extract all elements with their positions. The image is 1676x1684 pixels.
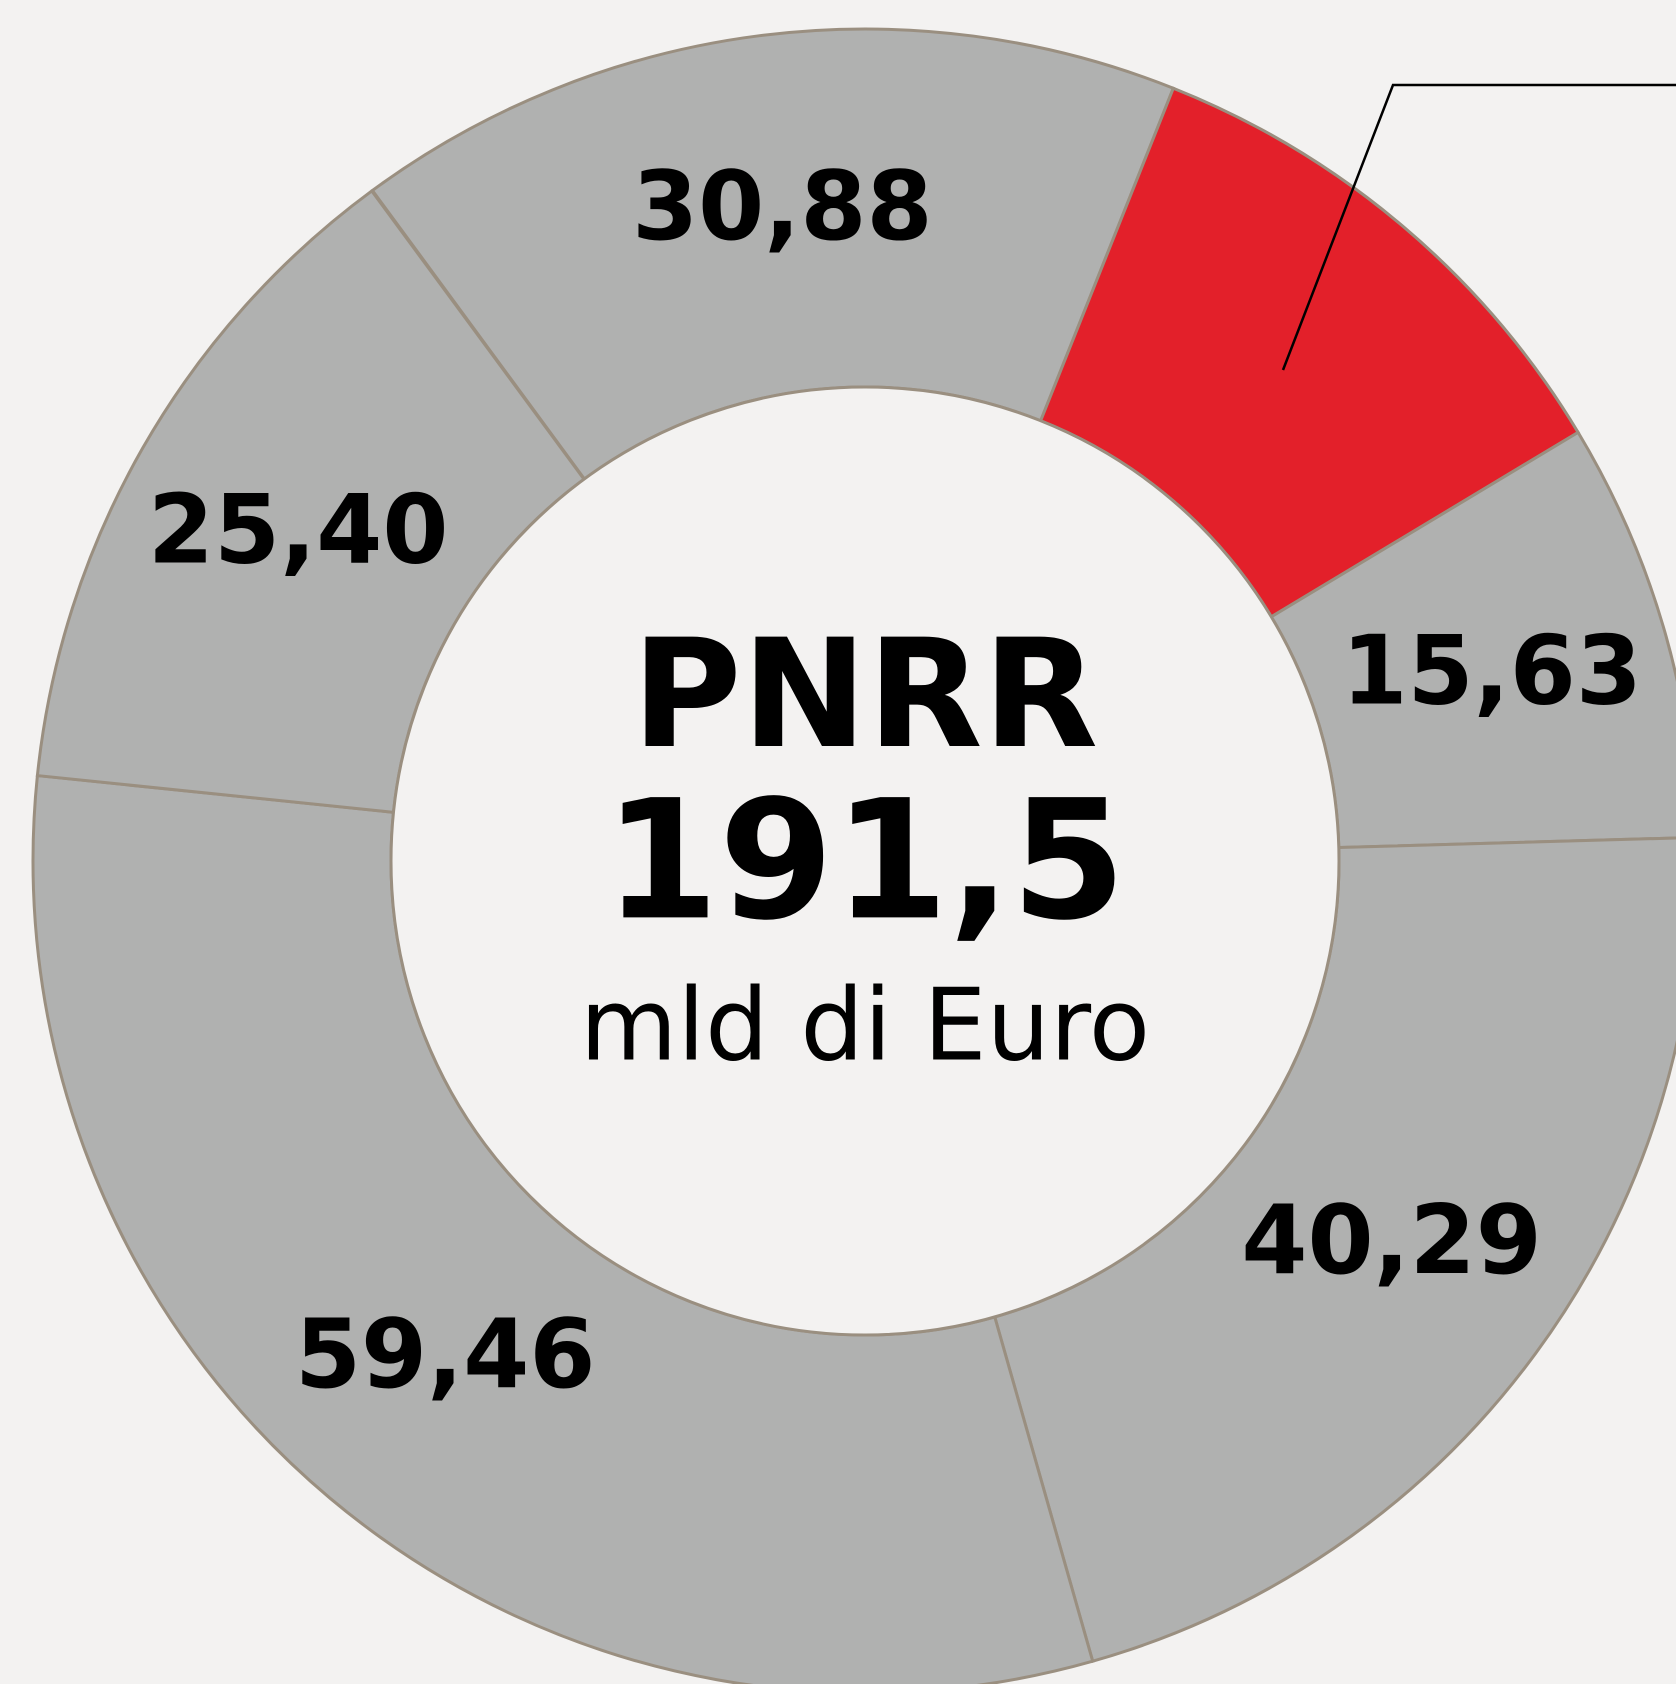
value-label: 15,63 xyxy=(1341,616,1642,726)
value-label: 59,46 xyxy=(295,1300,596,1410)
center-total: 191,5 xyxy=(604,764,1126,956)
donut-hole xyxy=(389,385,1341,1337)
slices xyxy=(31,27,1676,1684)
center-unit: mld di Euro xyxy=(580,966,1150,1083)
value-label: 40,29 xyxy=(1241,1186,1542,1296)
value-label: 25,40 xyxy=(148,476,449,586)
value-label: 30,88 xyxy=(632,152,933,262)
callout-line xyxy=(1281,83,1676,371)
center-title: PNRR xyxy=(632,608,1098,782)
